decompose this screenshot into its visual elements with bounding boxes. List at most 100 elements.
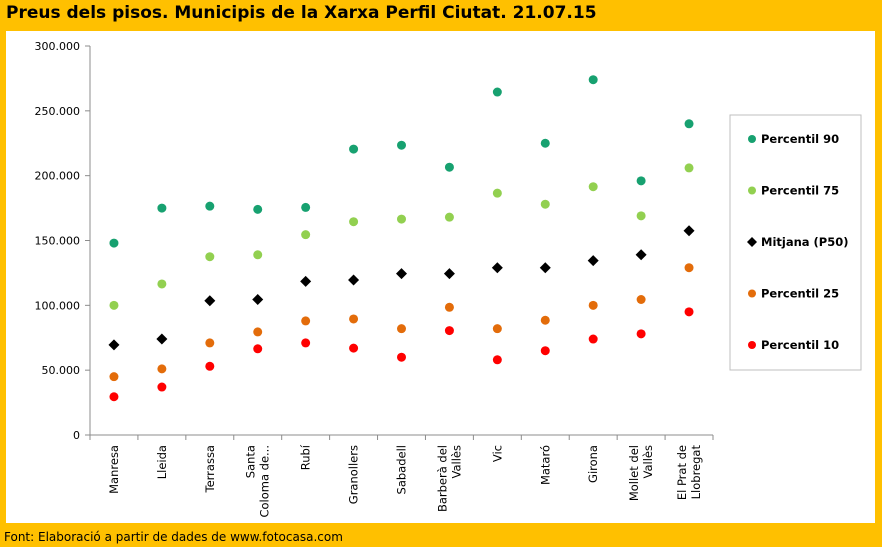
x-category-label-line: Vallès bbox=[449, 445, 463, 478]
x-category-label: Mollet delVallès bbox=[627, 445, 655, 501]
point-mitjana-p50 bbox=[204, 295, 216, 307]
legend-label-percentil-10: Percentil 10 bbox=[761, 338, 839, 352]
x-category-label-line: Mataró bbox=[538, 445, 552, 485]
point-percentil-90 bbox=[253, 204, 263, 214]
x-category-label: Rubí bbox=[299, 444, 313, 470]
x-category-label-line: Girona bbox=[586, 445, 600, 483]
point-percentil-75 bbox=[684, 163, 694, 173]
point-percentil-75 bbox=[205, 252, 215, 262]
x-category-label: Granollers bbox=[347, 445, 361, 504]
point-percentil-90 bbox=[109, 238, 119, 248]
legend: Percentil 90 Percentil 75 Mitjana (P50) Per… bbox=[729, 114, 862, 371]
y-tick-label: 50.000 bbox=[42, 364, 81, 377]
chart-svg: 0 50.000 100.000 150.000 200.000 250.000 300.0… bbox=[35, 40, 862, 518]
point-percentil-10 bbox=[205, 361, 215, 371]
point-percentil-25 bbox=[109, 372, 119, 382]
point-percentil-10 bbox=[397, 352, 406, 362]
point-mitjana-p50 bbox=[252, 293, 264, 305]
point-mitjana-p50 bbox=[491, 262, 503, 274]
point-percentil-75 bbox=[636, 211, 646, 221]
point-percentil-90 bbox=[492, 87, 502, 97]
y-tick-label: 300.000 bbox=[35, 40, 81, 53]
legend-label-percentil-25: Percentil 25 bbox=[761, 287, 839, 301]
x-category-label-line: Mollet del bbox=[627, 445, 641, 501]
point-percentil-75 bbox=[397, 214, 406, 224]
point-mitjana-p50 bbox=[443, 268, 455, 280]
legend-label-percentil-90: Percentil 90 bbox=[761, 132, 839, 146]
point-percentil-10 bbox=[588, 334, 598, 344]
point-percentil-90 bbox=[588, 75, 598, 85]
point-percentil-10 bbox=[684, 307, 694, 317]
point-mitjana-p50 bbox=[156, 333, 168, 345]
point-percentil-75 bbox=[253, 250, 263, 260]
x-category-label-line: Coloma de... bbox=[258, 445, 272, 518]
point-percentil-25 bbox=[157, 364, 167, 374]
chart-title: Preus dels pisos. Municipis de la Xarxa … bbox=[6, 3, 597, 23]
point-mitjana-p50 bbox=[396, 268, 407, 280]
legend-marker-mitjana-p50 bbox=[747, 237, 757, 247]
point-percentil-90 bbox=[444, 162, 454, 172]
y-tick-label: 250.000 bbox=[35, 105, 81, 118]
point-percentil-90 bbox=[349, 144, 359, 154]
x-category-label-line: Santa bbox=[244, 445, 258, 478]
point-mitjana-p50 bbox=[587, 255, 599, 267]
legend-label-percentil-75: Percentil 75 bbox=[761, 184, 839, 198]
y-tick-label: 200.000 bbox=[35, 170, 81, 183]
x-category-label: El Prat deLlobregat bbox=[675, 445, 703, 501]
x-category-label: Manresa bbox=[107, 445, 121, 494]
y-tick-labels: 0 50.000 100.000 150.000 200.000 250.000 300.0… bbox=[35, 40, 81, 442]
point-percentil-90 bbox=[301, 202, 311, 212]
source-footnote: Font: Elaboració a partir de dades de ww… bbox=[4, 530, 343, 544]
point-percentil-10 bbox=[636, 329, 646, 339]
x-category-labels: Manresa Lleida Terrassa SantaColoma de... Ru… bbox=[107, 444, 703, 517]
point-mitjana-p50 bbox=[539, 262, 551, 274]
point-percentil-25 bbox=[205, 338, 215, 348]
point-percentil-10 bbox=[349, 343, 359, 353]
x-category-label-line: Terrassa bbox=[203, 445, 217, 493]
point-percentil-25 bbox=[349, 314, 359, 324]
point-percentil-75 bbox=[301, 230, 311, 240]
point-percentil-10 bbox=[301, 338, 311, 348]
point-percentil-25 bbox=[253, 327, 263, 337]
x-category-label: Sabadell bbox=[395, 445, 409, 494]
x-category-label-line: Granollers bbox=[347, 445, 361, 504]
point-percentil-90 bbox=[540, 138, 550, 148]
x-category-label-line: Vic bbox=[490, 445, 504, 462]
point-percentil-25 bbox=[588, 300, 598, 310]
x-category-label-line: Llobregat bbox=[689, 445, 703, 500]
point-percentil-75 bbox=[109, 300, 119, 310]
point-percentil-25 bbox=[492, 324, 502, 334]
point-percentil-75 bbox=[492, 188, 502, 198]
point-percentil-10 bbox=[253, 344, 263, 354]
x-category-label-line: Lleida bbox=[155, 445, 169, 479]
point-mitjana-p50 bbox=[348, 274, 360, 286]
point-percentil-90 bbox=[157, 203, 167, 213]
chart-panel: 0 50.000 100.000 150.000 200.000 250.000 300.0… bbox=[6, 31, 875, 523]
x-category-label-line: Vallès bbox=[641, 445, 655, 478]
legend-label-mitjana-p50: Mitjana (P50) bbox=[761, 235, 848, 249]
point-percentil-25 bbox=[301, 316, 311, 326]
point-percentil-10 bbox=[444, 326, 454, 336]
y-tick-label: 0 bbox=[73, 429, 80, 442]
point-percentil-90 bbox=[684, 119, 694, 129]
point-mitjana-p50 bbox=[683, 225, 695, 237]
data-points bbox=[108, 75, 695, 402]
legend-marker-percentil-25 bbox=[748, 289, 756, 298]
legend-marker-percentil-75 bbox=[748, 186, 756, 195]
point-percentil-25 bbox=[444, 302, 454, 312]
point-percentil-25 bbox=[540, 315, 550, 325]
y-tick-label: 100.000 bbox=[35, 299, 81, 312]
axes bbox=[85, 45, 714, 440]
point-mitjana-p50 bbox=[300, 275, 312, 287]
point-mitjana-p50 bbox=[635, 249, 647, 261]
x-category-label: Terrassa bbox=[203, 445, 217, 493]
x-category-label-line: El Prat de bbox=[675, 445, 689, 500]
point-percentil-10 bbox=[540, 346, 550, 356]
x-category-label: Girona bbox=[586, 445, 600, 483]
x-category-label-line: Manresa bbox=[107, 445, 121, 494]
point-percentil-75 bbox=[349, 217, 359, 227]
point-mitjana-p50 bbox=[108, 339, 120, 351]
point-percentil-25 bbox=[397, 324, 406, 334]
x-category-label: Mataró bbox=[538, 445, 552, 485]
point-percentil-90 bbox=[636, 176, 646, 186]
